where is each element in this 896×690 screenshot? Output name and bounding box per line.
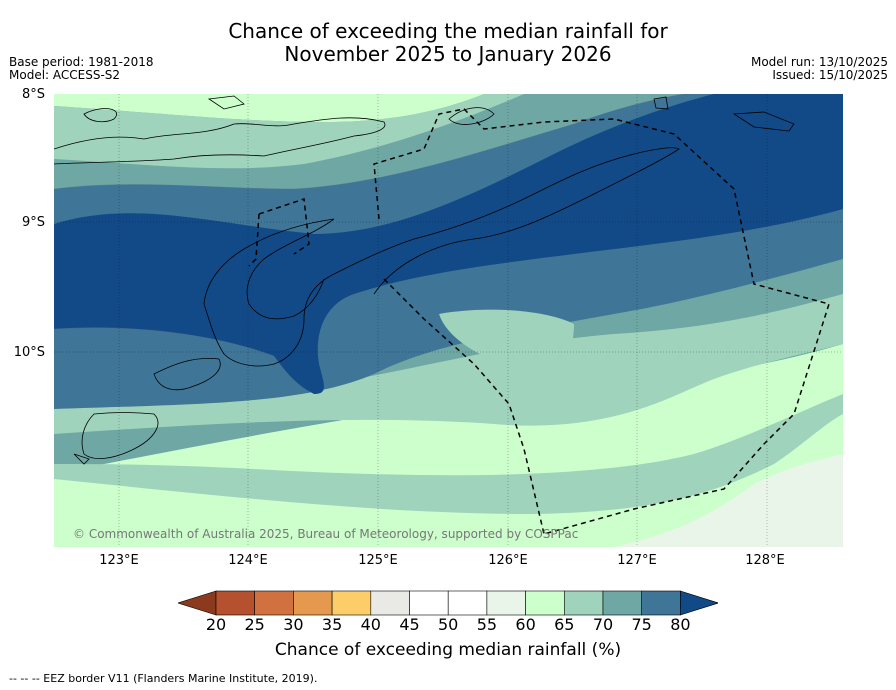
band-65-70-north: [54, 94, 524, 169]
colorbar-tick-label: 70: [592, 615, 614, 634]
lat-label-9s: 9°S: [21, 215, 45, 230]
eez-note: -- -- -- EEZ border V11 (Flanders Marine…: [9, 672, 318, 685]
lat-label-8s: 8°S: [21, 87, 45, 102]
band-65-70-south: [54, 394, 843, 514]
colorbar-arrow-high: [680, 590, 718, 616]
band-60-65-north: [54, 94, 484, 122]
coastlines: [54, 95, 795, 465]
colorbar-tick-label: 75: [631, 615, 652, 634]
colorbar: [178, 590, 718, 616]
colorbar-tick-label: 50: [438, 615, 459, 634]
colorbar-tick-label: 80: [670, 615, 691, 634]
eez-border: [248, 108, 830, 535]
lon-label-127e: 127°E: [617, 553, 657, 568]
issued-date: Issued: 15/10/2025: [772, 68, 888, 82]
colorbar-segment: [293, 590, 333, 616]
lon-label-124e: 124°E: [228, 553, 268, 568]
colorbar-tick-label: 55: [476, 615, 498, 634]
meta-left: Base period: 1981-2018 Model: ACCESS-S2: [9, 56, 154, 82]
map-svg: [54, 94, 843, 547]
colorbar-segment: [447, 590, 488, 616]
colorbar-tick-label: 30: [283, 615, 304, 634]
colorbar-segment: [602, 590, 643, 616]
colorbar-tick-label: 40: [360, 615, 381, 634]
colorbar-tick-label: 25: [244, 615, 265, 634]
copyright-notice: © Commonwealth of Australia 2025, Bureau…: [73, 527, 579, 541]
base-period: Base period: 1981-2018: [9, 55, 154, 69]
colorbar-arrow-low: [178, 590, 217, 616]
colorbar-tick-label: 20: [205, 615, 227, 634]
lon-label-128e: 128°E: [745, 553, 785, 568]
band-55-60: [614, 454, 843, 547]
colorbar-segment: [563, 590, 604, 616]
colorbar-segment: [409, 590, 449, 616]
contour-lines: [54, 94, 685, 357]
lon-label-126e: 126°E: [488, 553, 528, 568]
colorbar-segment: [254, 590, 294, 616]
colorbar-tick-label: 35: [321, 615, 343, 634]
lat-label-10s: 10°S: [13, 345, 45, 360]
meta-right: Model run: 13/10/2025 Issued: 15/10/2025: [751, 56, 888, 82]
map-title: Chance of exceeding the median rainfall …: [0, 20, 896, 66]
colorbar-segment: [486, 590, 526, 616]
title-line-1: Chance of exceeding the median rainfall …: [228, 19, 668, 43]
colorbar-segment: [641, 590, 681, 616]
model-name: Model: ACCESS-S2: [9, 68, 121, 82]
colorbar-tick-label: 60: [515, 615, 536, 634]
colorbar-segment: [525, 590, 565, 616]
lon-label-123e: 123°E: [99, 553, 139, 568]
band-65-70-centre: [439, 309, 574, 374]
colorbar-tick-label: 45: [399, 615, 420, 634]
colorbar-segment: [370, 590, 410, 616]
colorbar-segment: [331, 590, 372, 616]
colorbar-title: Chance of exceeding median rainfall (%): [274, 640, 622, 660]
model-run: Model run: 13/10/2025: [750, 55, 888, 69]
colorbar-segment: [215, 590, 256, 616]
title-line-2: November 2025 to January 2026: [284, 42, 612, 66]
rainfall-map: [54, 94, 843, 547]
gridlines: [54, 94, 843, 547]
lon-label-125e: 125°E: [358, 553, 398, 568]
colorbar-tick-label: 65: [554, 615, 575, 634]
